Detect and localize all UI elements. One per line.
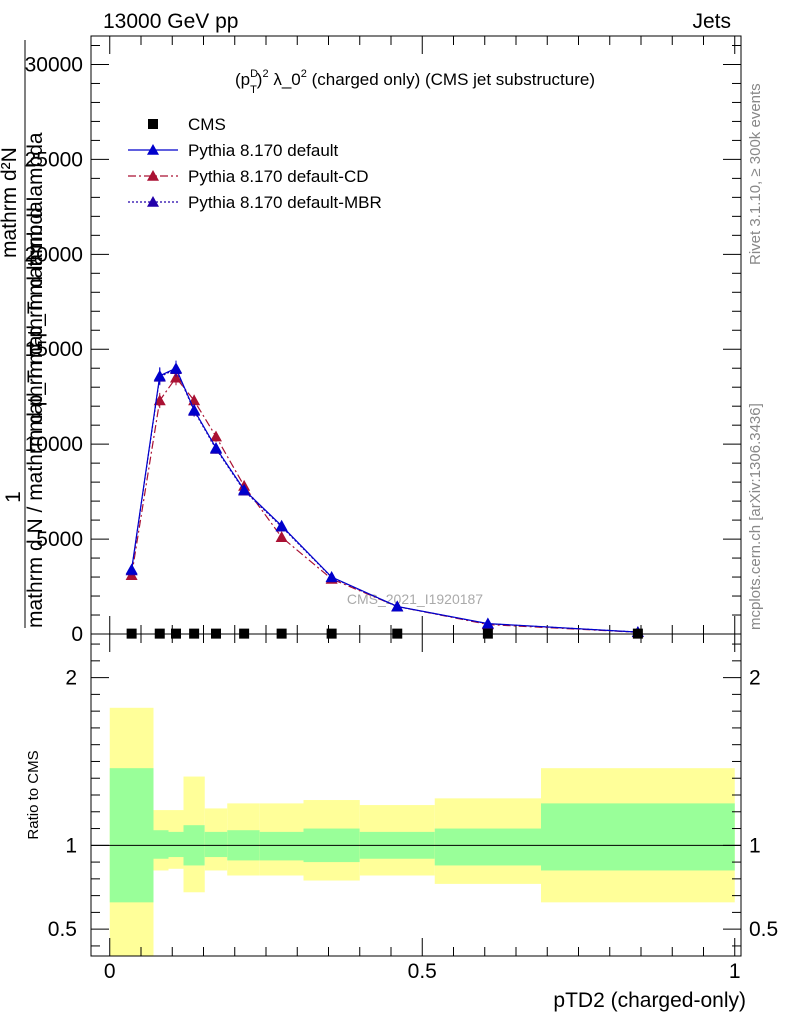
ratio-x-ticks: 0 0.5 1 bbox=[104, 634, 741, 983]
rivet-label: Rivet 3.1.10, ≥ 300k events bbox=[747, 83, 764, 265]
legend-label: Pythia 8.170 default-CD bbox=[188, 167, 369, 186]
ratio-ytick-label: 0.5 bbox=[48, 918, 77, 941]
legend-entry: Pythia 8.170 default-MBR bbox=[128, 193, 382, 212]
legend-label: Pythia 8.170 default bbox=[188, 141, 339, 160]
legend: CMS Pythia 8.170 default Pythia 8.170 defa… bbox=[128, 115, 382, 212]
legend-label: CMS bbox=[188, 115, 226, 134]
series-point bbox=[275, 531, 288, 542]
ratio-xtick-label: 1 bbox=[729, 960, 741, 983]
legend-marker-triangle bbox=[147, 144, 159, 155]
ratio-bands bbox=[109, 707, 735, 956]
legend-label: Pythia 8.170 default-MBR bbox=[188, 193, 382, 212]
series-point bbox=[153, 369, 166, 381]
series-point bbox=[210, 430, 222, 442]
ratio-ytick-label-right: 2 bbox=[749, 667, 761, 690]
ratio-band-inner bbox=[434, 828, 541, 866]
ratio-band-inner bbox=[204, 831, 228, 858]
series-point bbox=[238, 483, 251, 495]
series-point bbox=[210, 441, 222, 453]
legend-marker-triangle bbox=[147, 196, 159, 207]
ratio-xtick-label: 0.5 bbox=[408, 960, 437, 983]
y-label-denominator-line2: mathrm d p_T mathrm d lambda bbox=[24, 132, 47, 432]
mcplots-label: mcplots.cern.ch [arXiv:1306.3436] bbox=[747, 403, 764, 630]
legend-entry: Pythia 8.170 default bbox=[128, 141, 339, 160]
ratio-y-label: Ratio to CMS bbox=[25, 750, 42, 839]
x-axis-label: pTD2 (charged-only) bbox=[553, 989, 746, 1012]
ratio-y-ticks: 0.5 0.5 1 1 2 2 bbox=[48, 643, 778, 947]
ratio-panel: 0.5 0.51 12 2 0 0.5 1 Ratio to CMS pTD2 (char… bbox=[25, 633, 778, 1012]
main-x-ticks bbox=[109, 36, 736, 634]
main-ytick-label: 10000 bbox=[25, 433, 83, 456]
series-point bbox=[125, 563, 138, 575]
main-y-axis-label: 1 mathrm d N / mathrm d p_T mathrm d lam… bbox=[0, 40, 47, 628]
ratio-band-inner bbox=[168, 831, 184, 858]
y-label-denominator: mathrm d N / mathrm d p_T mathrm d lambd… bbox=[24, 201, 47, 628]
ratio-band-inner bbox=[109, 768, 154, 903]
series-point bbox=[275, 519, 288, 531]
ratio-ytick-label-right: 1 bbox=[749, 834, 761, 857]
ratio-ytick-label: 1 bbox=[65, 834, 77, 857]
main-ytick-label: 15000 bbox=[25, 338, 83, 361]
series-point bbox=[325, 571, 338, 582]
series-point bbox=[481, 617, 494, 629]
main-panel: 0 5000 10000 15000 20000 25000 30000 (pD T)2 λ_… bbox=[0, 35, 742, 646]
legend-entry: Pythia 8.170 default-CD bbox=[128, 167, 369, 186]
legend-marker-triangle bbox=[147, 170, 159, 181]
energy-label: 13000 GeV pp bbox=[103, 10, 238, 33]
series-point bbox=[170, 362, 182, 374]
main-ytick-label: 20000 bbox=[25, 243, 83, 266]
main-ytick-label: 30000 bbox=[25, 53, 83, 76]
ratio-ytick-label-right: 0.5 bbox=[749, 918, 778, 941]
legend-marker-square bbox=[148, 119, 158, 129]
ratio-band-inner bbox=[153, 830, 169, 859]
ratio-band-inner bbox=[541, 803, 735, 871]
ratio-band-inner bbox=[259, 831, 304, 861]
main-y-ticks: 0 5000 10000 15000 20000 25000 30000 bbox=[25, 44, 741, 646]
ratio-ytick-label: 2 bbox=[65, 667, 77, 690]
series-point bbox=[170, 371, 182, 383]
category-label: Jets bbox=[692, 10, 731, 33]
plot-title: (pD T)2 λ_02 (charged only) (CMS jet subs… bbox=[235, 68, 595, 96]
series-point bbox=[188, 403, 201, 415]
main-ytick-label: 5000 bbox=[36, 528, 83, 551]
legend-entry: CMS bbox=[148, 115, 226, 134]
y-label-one: 1 bbox=[2, 491, 25, 503]
series-point bbox=[391, 600, 404, 612]
y-label-numerator: mathrm d²N bbox=[0, 147, 21, 258]
series-point bbox=[153, 394, 166, 406]
ratio-xtick-label: 0 bbox=[104, 960, 116, 983]
analysis-watermark: CMS_2021_I1920187 bbox=[347, 591, 483, 607]
main-ytick-label: 25000 bbox=[25, 148, 83, 171]
main-ytick-label: 0 bbox=[71, 623, 83, 646]
